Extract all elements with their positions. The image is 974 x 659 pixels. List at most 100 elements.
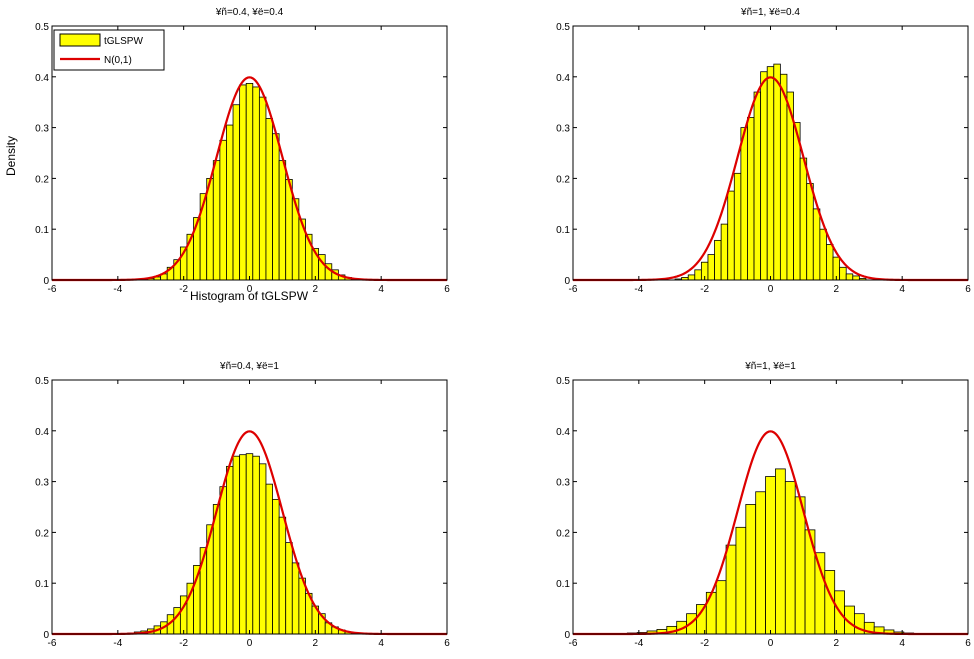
- panel-top-left: ¥ñ=0.4, ¥ë=0.4 -6 -4 -2 0 2 4 6 0 0.1 0.2 0.3 0.4 0.…: [35, 7, 450, 295]
- y-tick-label: 0.4: [556, 73, 570, 84]
- y-tick-label: 0.1: [35, 579, 49, 590]
- histogram-bar: [258, 463, 267, 635]
- x-tick-label: 2: [834, 638, 840, 649]
- axis-ticks: -6 -4 -2 0 2 4 6 0 0.1 0.2 0.3 0.4 0.5: [35, 22, 450, 295]
- y-tick-label: 0.3: [35, 124, 49, 135]
- histogram-bar: [265, 118, 273, 281]
- y-tick-label: 0: [43, 276, 49, 287]
- histogram-bar: [715, 580, 727, 635]
- histogram-bar: [747, 117, 755, 281]
- x-tick-label: -6: [569, 638, 578, 649]
- legend-label-histogram: tGLSPW: [104, 36, 143, 47]
- histogram-bar: [753, 91, 762, 281]
- histogram-bar: [239, 84, 247, 281]
- axis-ticks: -6 -4 -2 0 2 4 6 0 0.1 0.2 0.3 0.4 0.5: [556, 22, 971, 295]
- histogram-bar: [727, 190, 735, 281]
- histogram-bar: [291, 562, 300, 635]
- y-tick-label: 0.1: [556, 579, 570, 590]
- x-tick-label: 2: [313, 284, 319, 295]
- histogram-bar: [725, 544, 737, 635]
- y-tick-label: 0.3: [556, 478, 570, 489]
- y-tick-label: 0.4: [556, 427, 570, 438]
- x-tick-label: 2: [313, 638, 319, 649]
- histogram-bar: [226, 124, 234, 281]
- histogram-bar: [232, 104, 241, 281]
- x-tick-label: 2: [834, 284, 840, 295]
- histogram-bar: [852, 275, 860, 281]
- histogram-bar: [226, 465, 234, 635]
- histogram-bar: [799, 157, 808, 281]
- y-tick-label: 0.5: [35, 22, 49, 33]
- histogram-bar: [775, 468, 786, 635]
- legend: tGLSPW N(0,1): [53, 29, 165, 71]
- histogram-bar: [740, 127, 748, 281]
- histogram-bar: [760, 71, 768, 281]
- histogram-bar: [812, 208, 821, 281]
- panel-title: ¥ñ=0.4, ¥ë=0.4: [215, 7, 284, 18]
- histogram-bar: [765, 476, 776, 635]
- x-tick-label: -6: [48, 638, 57, 649]
- histogram-bar: [239, 454, 247, 635]
- histogram-bar: [245, 83, 254, 281]
- x-tick-label: -2: [700, 638, 709, 649]
- y-tick-label: 0.3: [35, 478, 49, 489]
- x-tick-label: 4: [378, 638, 384, 649]
- histogram-bar: [245, 453, 254, 635]
- panel-title: ¥ñ=1, ¥ë=1: [744, 361, 796, 372]
- y-tick-label: 0.5: [556, 376, 570, 387]
- histogram-bar: [793, 122, 801, 281]
- y-tick-label: 0.2: [556, 528, 570, 539]
- histogram-bar: [784, 481, 796, 635]
- x-tick-label: -4: [634, 638, 643, 649]
- histogram-bar: [272, 133, 280, 281]
- x-tick-label: 0: [247, 638, 253, 649]
- y-tick-label: 0: [564, 276, 570, 287]
- histogram-bar: [265, 483, 273, 635]
- y-tick-label: 0.5: [556, 22, 570, 33]
- histogram-bar: [733, 172, 742, 281]
- histogram-bar: [219, 139, 227, 281]
- y-tick-label: 0: [43, 630, 49, 641]
- x-axis-label: Histogram of tGLSPW: [190, 289, 309, 303]
- y-tick-label: 0.2: [35, 528, 49, 539]
- histogram-bar: [212, 160, 221, 281]
- y-tick-label: 0.2: [556, 174, 570, 185]
- y-tick-label: 0.4: [35, 73, 49, 84]
- panel-top-right: ¥ñ=1, ¥ë=0.4 -6 -4 -2 0 2 4 6 0 0.1 0.2 0.3 0.4 0.5: [556, 7, 971, 295]
- y-axis-label: Density: [4, 136, 18, 176]
- histogram-bar: [696, 604, 707, 635]
- x-tick-label: 4: [378, 284, 384, 295]
- y-tick-label: 0: [564, 630, 570, 641]
- histogram-bar: [773, 63, 781, 281]
- x-tick-label: -4: [113, 638, 122, 649]
- histogram-bars: [617, 468, 915, 635]
- histogram-bar: [206, 177, 214, 281]
- panel-title: ¥ñ=0.4, ¥ë=1: [219, 361, 279, 372]
- histogram-bar: [252, 455, 260, 635]
- y-tick-label: 0.5: [35, 376, 49, 387]
- histogram-bar: [839, 266, 847, 281]
- x-tick-label: -2: [179, 638, 188, 649]
- x-tick-label: 4: [899, 284, 905, 295]
- histogram-bar: [735, 526, 747, 635]
- x-tick-label: 6: [965, 284, 971, 295]
- panel-bottom-right: ¥ñ=1, ¥ë=1 -6 -4 -2 0 2 4 6 0 0.1 0.2 0.3 0.4 0.5: [556, 361, 971, 649]
- x-tick-label: 6: [444, 638, 450, 649]
- histogram-bar: [272, 498, 280, 635]
- axis-ticks: -6 -4 -2 0 2 4 6 0 0.1 0.2 0.3 0.4 0.5: [35, 376, 450, 649]
- histogram-bars: [147, 83, 359, 281]
- histogram-bar: [766, 66, 775, 281]
- x-tick-label: -2: [179, 284, 188, 295]
- x-tick-label: -6: [569, 284, 578, 295]
- histogram-bar: [826, 244, 834, 281]
- y-tick-label: 0.2: [35, 174, 49, 185]
- x-tick-label: -4: [113, 284, 122, 295]
- panel-title: ¥ñ=1, ¥ë=0.4: [740, 7, 800, 18]
- histogram-bar: [779, 73, 788, 281]
- histogram-bar: [219, 486, 227, 635]
- x-tick-label: 6: [965, 638, 971, 649]
- x-tick-label: 0: [247, 284, 253, 295]
- histogram-bar: [845, 273, 854, 281]
- x-tick-label: -4: [634, 284, 643, 295]
- histogram-bars: [127, 453, 352, 635]
